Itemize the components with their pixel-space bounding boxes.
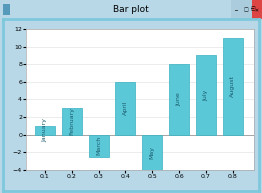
Text: □: □	[250, 6, 255, 11]
Bar	[3, 4, 10, 15]
Text: February: February	[69, 108, 74, 135]
Text: ─: ─	[250, 7, 253, 12]
Bar	[142, 135, 162, 170]
Text: March: March	[96, 136, 101, 155]
Text: ─: ─	[234, 7, 237, 12]
Bar	[89, 135, 109, 157]
Text: May: May	[150, 146, 155, 159]
Bar	[35, 126, 55, 135]
Bar	[223, 38, 243, 135]
Text: August: August	[230, 75, 235, 97]
Text: ✕: ✕	[255, 7, 259, 12]
Text: □: □	[244, 7, 249, 12]
Text: July: July	[203, 89, 208, 101]
Bar	[62, 108, 82, 135]
Text: April: April	[123, 101, 128, 115]
Bar	[252, 0, 262, 19]
Text: Bar plot: Bar plot	[113, 5, 149, 14]
Bar	[241, 0, 252, 19]
Bar	[169, 64, 189, 135]
Bar	[115, 82, 135, 135]
Text: January: January	[42, 118, 47, 142]
Text: June: June	[177, 92, 182, 106]
Bar	[196, 55, 216, 135]
Bar	[231, 0, 241, 19]
